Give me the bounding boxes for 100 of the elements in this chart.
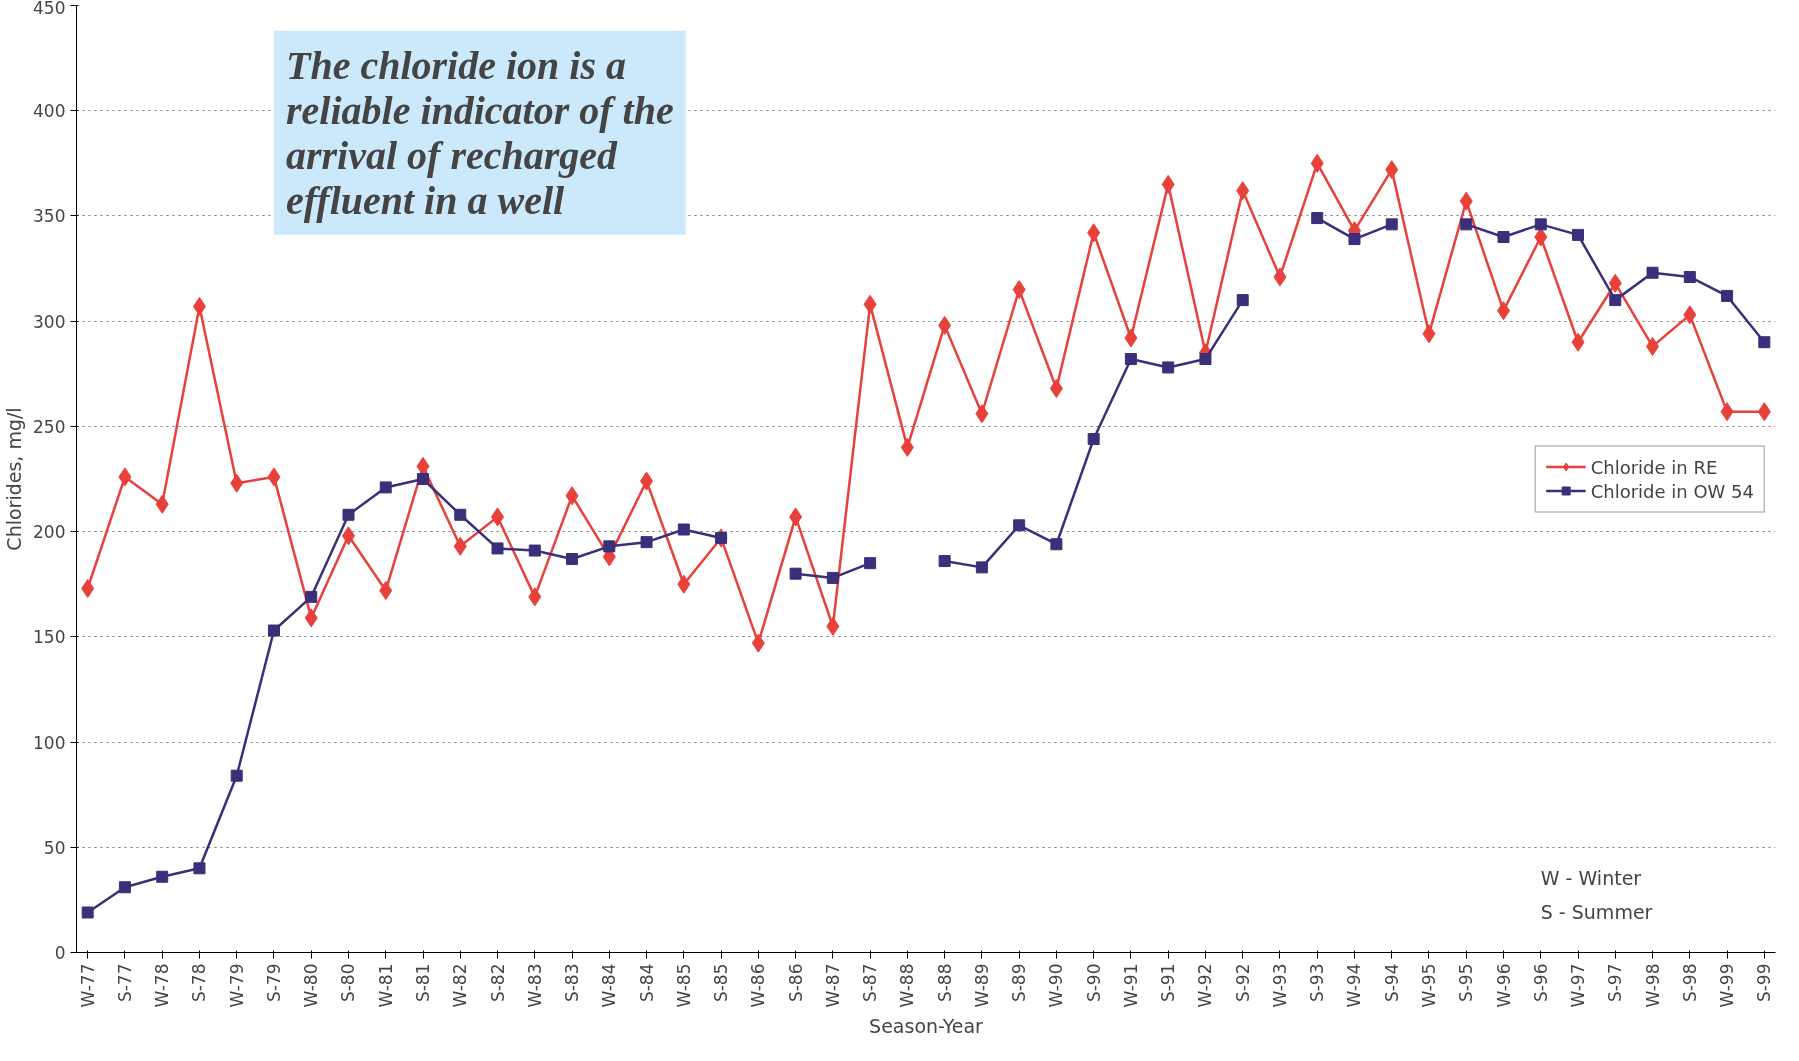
point xyxy=(826,571,839,584)
point xyxy=(1162,361,1175,374)
point xyxy=(193,862,206,875)
x-tick-label: S-98 xyxy=(1679,963,1700,1003)
point xyxy=(1087,433,1100,446)
y-tick-label: 50 xyxy=(43,837,66,858)
x-tick-label: W-96 xyxy=(1493,963,1514,1008)
point xyxy=(565,486,579,506)
point xyxy=(81,578,95,598)
x-tick-label: S-91 xyxy=(1158,963,1179,1003)
point xyxy=(677,523,690,536)
point xyxy=(900,437,914,457)
x-tick-label: S-88 xyxy=(934,963,955,1003)
y-axis-title: Chlorides, mg/l xyxy=(3,407,26,551)
point xyxy=(789,567,802,580)
point xyxy=(1236,181,1250,201)
point xyxy=(1721,289,1734,302)
x-tick-label: W-81 xyxy=(375,963,396,1008)
x-tick-label: S-80 xyxy=(338,963,359,1003)
x-tick-label: S-96 xyxy=(1530,963,1551,1003)
point xyxy=(1460,218,1473,231)
point xyxy=(453,536,467,556)
point xyxy=(1273,267,1287,287)
y-tick-label: 350 xyxy=(33,206,66,227)
point xyxy=(230,473,244,493)
point xyxy=(1571,332,1585,352)
point xyxy=(1013,519,1026,532)
point xyxy=(1609,294,1622,307)
annotation: W - Winter xyxy=(1540,867,1642,890)
legend-label: Chloride in OW 54 xyxy=(1590,480,1754,501)
point xyxy=(1124,328,1138,348)
x-tick-label: S-93 xyxy=(1307,963,1328,1003)
y-tick-label: 100 xyxy=(33,732,66,753)
x-tick-label: S-78 xyxy=(189,963,210,1003)
point xyxy=(1646,336,1660,356)
point xyxy=(118,467,132,487)
point xyxy=(1534,218,1547,231)
point xyxy=(1199,353,1212,366)
point xyxy=(1012,280,1026,300)
point xyxy=(1050,538,1063,551)
y-tick-label: 400 xyxy=(33,101,66,122)
x-tick-label: W-88 xyxy=(897,963,918,1008)
x-tick-label: S-85 xyxy=(711,963,732,1003)
x-tick-label: W-84 xyxy=(599,963,620,1008)
point xyxy=(640,471,654,491)
x-tick-label: S-90 xyxy=(1083,963,1104,1003)
point xyxy=(1087,223,1101,243)
x-axis-title: Season-Year xyxy=(869,1015,984,1038)
point xyxy=(1422,324,1436,344)
point xyxy=(975,561,988,574)
point xyxy=(864,557,877,570)
point xyxy=(640,536,653,549)
x-tick-label: S-94 xyxy=(1381,963,1402,1003)
point xyxy=(416,456,430,476)
x-tick-label: W-98 xyxy=(1642,963,1663,1008)
point xyxy=(1161,174,1175,194)
x-tick-label: S-86 xyxy=(785,963,806,1003)
x-tick-label: S-83 xyxy=(562,963,583,1003)
point xyxy=(751,633,765,653)
x-tick-label: W-93 xyxy=(1269,963,1290,1008)
point xyxy=(1572,228,1585,241)
point xyxy=(566,552,579,565)
point xyxy=(379,581,393,601)
x-tick-label: W-97 xyxy=(1568,963,1589,1008)
point xyxy=(155,494,169,514)
x-tick-label: W-87 xyxy=(822,963,843,1008)
x-tick-label: W-77 xyxy=(77,963,98,1008)
y-tick-label: 0 xyxy=(54,943,66,963)
point xyxy=(417,473,430,485)
point xyxy=(1311,212,1324,225)
x-tick-label: S-82 xyxy=(487,963,508,1003)
point xyxy=(230,769,243,782)
point xyxy=(863,294,877,314)
point xyxy=(826,616,840,636)
point xyxy=(305,590,318,603)
y-tick-label: 150 xyxy=(33,627,66,648)
y-tick-label: 250 xyxy=(33,416,66,437)
point xyxy=(1758,336,1771,349)
x-tick-label: S-87 xyxy=(860,963,881,1003)
x-tick-label: W-94 xyxy=(1344,963,1365,1008)
x-tick-label: W-92 xyxy=(1195,963,1216,1008)
y-tick-label: 300 xyxy=(33,311,66,332)
annotation: S - Summer xyxy=(1540,901,1653,924)
point xyxy=(528,587,542,607)
point xyxy=(1683,270,1696,283)
point xyxy=(491,507,505,527)
point xyxy=(267,624,280,637)
point xyxy=(192,296,206,316)
point xyxy=(341,526,355,546)
point xyxy=(1608,273,1622,293)
point xyxy=(1049,379,1063,399)
point xyxy=(938,555,951,568)
x-tick-label: S-79 xyxy=(263,963,284,1003)
x-tick-label: S-95 xyxy=(1456,963,1477,1003)
x-tick-label: S-92 xyxy=(1232,963,1253,1003)
point xyxy=(1310,153,1324,173)
point xyxy=(156,870,169,883)
point xyxy=(118,881,131,894)
point xyxy=(528,544,541,557)
point xyxy=(1683,305,1697,325)
